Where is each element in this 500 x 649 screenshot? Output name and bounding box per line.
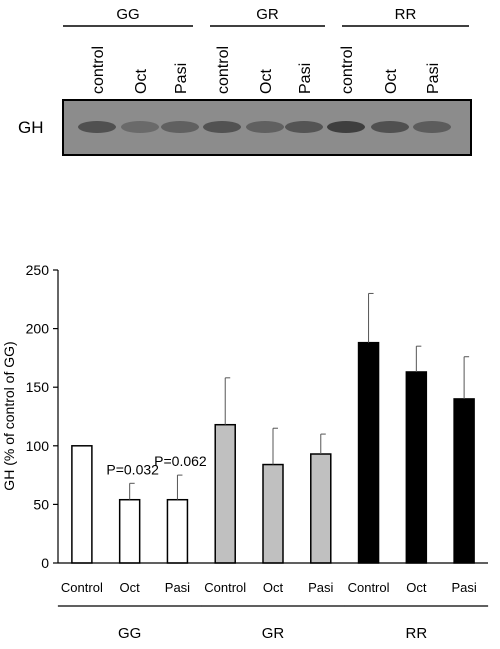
blot-group-headers: GG GR RR bbox=[63, 6, 469, 27]
x-tick-label: Pasi bbox=[451, 580, 476, 595]
p-value-annotation: P=0.032 bbox=[106, 461, 159, 477]
blot-lane-label: control bbox=[339, 46, 356, 94]
blot-row-label: GH bbox=[18, 118, 44, 137]
x-tick-label: Control bbox=[348, 580, 390, 595]
blot-lane-label: Oct bbox=[383, 69, 400, 94]
blot-group-label: GR bbox=[256, 6, 279, 23]
blot-band bbox=[203, 121, 241, 133]
blot-group-label: GG bbox=[116, 6, 139, 23]
p-value-annotation: P=0.062 bbox=[154, 453, 207, 469]
blot-band bbox=[121, 121, 159, 133]
blot-lane-label: Pasi bbox=[425, 63, 442, 94]
blot-band bbox=[413, 121, 451, 133]
blot-lane-label: Pasi bbox=[297, 63, 314, 94]
blot-band bbox=[371, 121, 409, 133]
blot-band bbox=[285, 121, 323, 133]
bar bbox=[405, 371, 428, 564]
y-tick-label: 200 bbox=[26, 321, 50, 337]
bar-chart: GH (% of control of GG) 050100150200250 … bbox=[1, 262, 489, 642]
x-tick-label: Oct bbox=[263, 580, 284, 595]
blot-lane-label: Pasi bbox=[173, 63, 190, 94]
blot-band bbox=[246, 121, 284, 133]
y-axis-label: GH (% of control of GG) bbox=[1, 341, 17, 490]
bar bbox=[118, 498, 141, 564]
x-tick-label: Control bbox=[204, 580, 246, 595]
y-tick-label: 250 bbox=[26, 262, 50, 278]
blot-group-label: RR bbox=[395, 6, 417, 23]
blot-lane-label: control bbox=[215, 46, 232, 94]
error-bars bbox=[129, 292, 470, 500]
blot-lane-labels: control Oct Pasi control Oct Pasi control Oct Pa… bbox=[90, 46, 442, 94]
y-tick-label: 50 bbox=[33, 496, 49, 512]
blot-bands bbox=[78, 121, 451, 133]
group-label: RR bbox=[405, 625, 427, 642]
bar bbox=[357, 341, 380, 564]
x-tick-label: Pasi bbox=[308, 580, 333, 595]
y-tick-label: 100 bbox=[26, 438, 50, 454]
group-labels: GG GR RR bbox=[57, 605, 489, 642]
x-tick-label: Oct bbox=[406, 580, 427, 595]
blot-lane-label: control bbox=[90, 46, 107, 94]
x-tick-label: Control bbox=[61, 580, 103, 595]
y-tick-label: 150 bbox=[26, 379, 50, 395]
x-axis: Control Oct Pasi Control Oct Pasi Control Oct Pa… bbox=[58, 562, 488, 595]
group-label: GR bbox=[262, 625, 285, 642]
blot-band bbox=[327, 121, 365, 133]
western-blot-panel: GG GR RR control Oct Pasi control Oct Pasi contr… bbox=[18, 6, 472, 156]
bar bbox=[214, 423, 236, 564]
y-tick-label: 0 bbox=[41, 555, 49, 571]
bar bbox=[262, 463, 284, 564]
x-tick-label: Pasi bbox=[165, 580, 190, 595]
blot-band bbox=[161, 121, 199, 133]
bar bbox=[453, 398, 475, 564]
group-label: GG bbox=[118, 625, 141, 642]
x-tick-label: Oct bbox=[120, 580, 141, 595]
y-axis: 0 50 100 150 200 250 bbox=[26, 262, 59, 571]
blot-lane-label: Oct bbox=[133, 69, 150, 94]
blot-lane-label: Oct bbox=[258, 69, 275, 94]
bar bbox=[71, 445, 93, 564]
blot-band bbox=[78, 121, 116, 133]
bar bbox=[166, 498, 189, 564]
bar bbox=[310, 453, 332, 564]
